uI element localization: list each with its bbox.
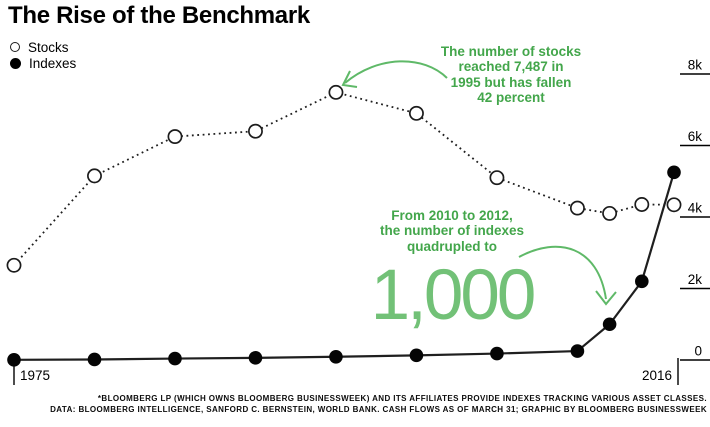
stocks-data-point: [328, 84, 344, 100]
indexes-data-point: [329, 349, 343, 364]
stocks-data-point: [569, 200, 585, 216]
indexes-note-arrowhead-icon: [595, 290, 617, 306]
indexes-data-point: [168, 351, 182, 366]
x-axis-label-start: 1975: [20, 368, 50, 383]
stocks-annotation-line: 1995 but has fallen: [450, 74, 572, 90]
footnote-line-1: *BLOOMBERG LP (WHICH OWNS BLOOMBERG BUSI…: [97, 394, 707, 403]
y-axis-tick-label: 8k: [688, 58, 703, 73]
indexes-data-point: [248, 351, 263, 365]
y-axis-tick-label: 2k: [688, 272, 703, 287]
stocks-data-point: [634, 197, 650, 212]
stocks-data-point: [6, 257, 22, 273]
stocks-data-point: [489, 170, 505, 186]
stocks-data-point: [408, 105, 424, 121]
stocks-series-line: [13, 91, 675, 266]
indexes-note-arrow: [518, 245, 607, 300]
footnote-line-2: DATA: BLOOMBERG INTELLIGENCE, SANFORD C.…: [50, 404, 707, 414]
open-circle-icon: [10, 42, 20, 52]
chart-title: The Rise of the Benchmark: [8, 2, 310, 29]
y-axis-tick-label: 4k: [688, 201, 703, 216]
stocks-annotation: The number of stocks reached 7,487 in 19…: [400, 44, 622, 105]
indexes-data-point: [570, 344, 585, 358]
stocks-data-point: [666, 197, 682, 213]
indexes-data-point: [635, 274, 649, 289]
indexes-big-number: 1,000: [370, 256, 537, 335]
legend-item-stocks: Stocks: [10, 39, 76, 55]
indexes-data-point: [409, 348, 424, 363]
indexes-data-point: [667, 165, 681, 180]
footnote: *BLOOMBERG LP (WHICH OWNS BLOOMBERG BUSI…: [2, 394, 707, 415]
indexes-data-point: [490, 346, 504, 361]
legend-label-stocks: Stocks: [28, 39, 69, 55]
stocks-data-point: [602, 205, 618, 221]
stocks-annotation-line: 42 percent: [477, 89, 545, 105]
legend-item-indexes: Indexes: [10, 55, 76, 71]
y-axis-tick-label: 6k: [688, 129, 703, 144]
stocks-annotation-line: reached 7,487 in: [458, 59, 564, 75]
indexes-annotation: From 2010 to 2012, the number of indexes…: [340, 208, 564, 254]
stocks-note-arrow: [344, 60, 448, 84]
stocks-data-point: [248, 123, 263, 139]
indexes-data-point: [7, 353, 21, 367]
legend-label-indexes: Indexes: [29, 55, 77, 71]
indexes-annotation-line: From 2010 to 2012,: [391, 208, 513, 223]
stocks-annotation-line: The number of stocks: [440, 44, 582, 59]
indexes-data-point: [602, 317, 617, 332]
stocks-data-point: [167, 129, 183, 145]
indexes-annotation-line: the number of indexes: [379, 223, 525, 239]
filled-circle-icon: [10, 57, 21, 69]
indexes-data-point: [87, 352, 102, 367]
legend: Stocks Indexes: [10, 39, 76, 71]
stocks-data-point: [87, 168, 102, 184]
y-axis-tick-label: 0: [694, 344, 702, 359]
x-axis-label-end: 2016: [642, 368, 672, 383]
indexes-annotation-line: quadrupled to: [407, 238, 497, 254]
stocks-note-arrowhead-icon: [341, 70, 358, 88]
